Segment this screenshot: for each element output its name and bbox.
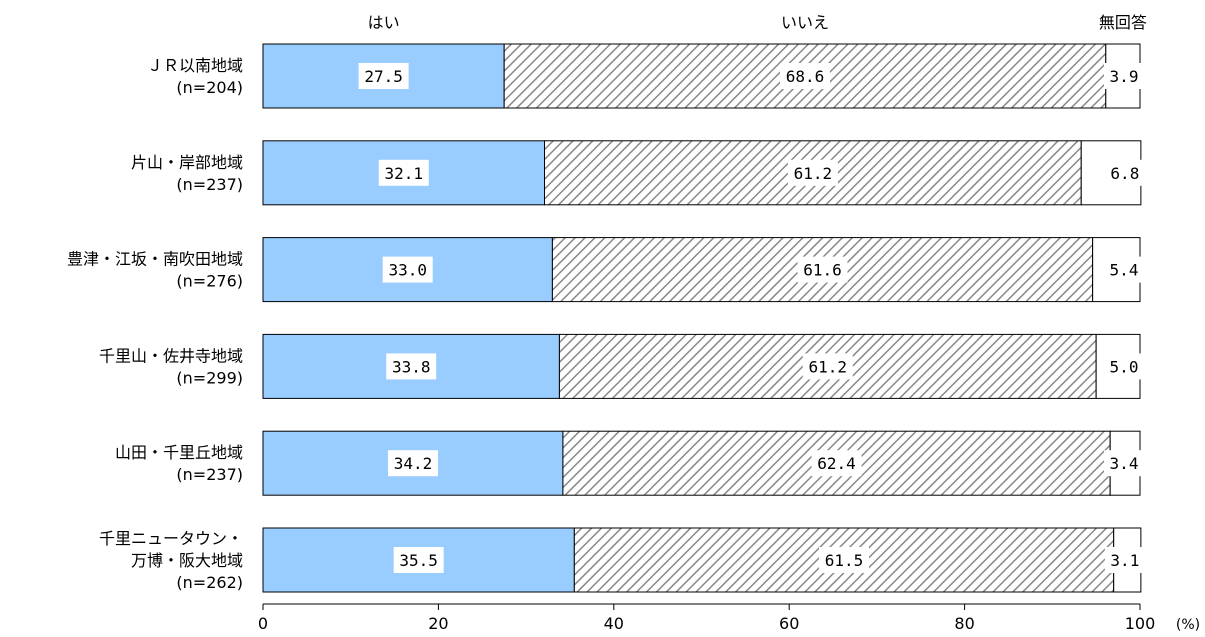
value-label-row4-series2: 61.2 xyxy=(809,357,848,376)
x-axis-unit: (%) xyxy=(1176,617,1200,633)
category-label-row3-line2: (n=276) xyxy=(176,272,243,291)
value-label-bg-row1-series2 xyxy=(779,63,830,89)
legend-label-2: いいえ xyxy=(781,13,829,32)
value-label-bg-row3-series3 xyxy=(1104,256,1144,283)
legend-label-3: 無回答 xyxy=(1099,13,1147,32)
value-label-bg-row2-series3 xyxy=(1104,159,1145,186)
category-label-row3-line1: 豊津・江坂・南吹田地域 xyxy=(67,250,243,269)
value-label-row4-series3: 5.0 xyxy=(1110,357,1139,376)
category-label-row5-line2: (n=237) xyxy=(176,465,243,484)
category-labels: ＪＲ以南地域 (n=204) 片山・岸部地域 (n=237) 豊津・江坂・南吹田地域 (n… xyxy=(67,56,243,592)
category-label-row5-line1: 山田・千里丘地域 xyxy=(115,443,243,462)
value-label-bg-row5-series2 xyxy=(811,450,862,477)
value-label-bg-row1-series1 xyxy=(358,63,409,89)
category-label-row4-line1: 千里山・佐井寺地域 xyxy=(99,346,243,365)
bars: 27.5 68.6 3.9 32.1 61.2 6.8 33.0 61.6 5.4 33.8 61.… xyxy=(262,43,1145,593)
value-label-bg-row6-series1 xyxy=(393,547,444,573)
value-label-row6-series2: 61.5 xyxy=(825,551,864,570)
value-label-row2-series2: 61.2 xyxy=(794,164,833,183)
value-label-bg-row3-series2 xyxy=(797,256,848,283)
x-tick-label-1: 20 xyxy=(428,614,448,633)
value-label-row3-series1: 33.0 xyxy=(388,261,427,280)
x-tick-label-2: 40 xyxy=(604,614,624,633)
value-label-row1-series3: 3.9 xyxy=(1110,67,1139,86)
category-label-row1-line2: (n=204) xyxy=(176,78,243,97)
bar-segment-row4-series1 xyxy=(262,333,560,399)
x-tick-label-5: 100 xyxy=(1125,614,1156,633)
legend: はい いいえ 無回答 xyxy=(368,13,1147,32)
value-label-row5-series1: 34.2 xyxy=(394,454,433,473)
value-label-row3-series2: 61.6 xyxy=(803,261,842,280)
value-label-row6-series3: 3.1 xyxy=(1110,551,1139,570)
category-label-row6-line2: 万博・阪大地域 xyxy=(131,551,243,570)
legend-label-1: はい xyxy=(368,13,400,32)
value-label-bg-row6-series3 xyxy=(1104,547,1145,573)
category-label-row2-line2: (n=237) xyxy=(176,175,243,194)
value-label-row2-series3: 6.8 xyxy=(1110,164,1139,183)
value-label-bg-row4-series2 xyxy=(802,353,853,380)
category-label-row1-line1: ＪＲ以南地域 xyxy=(147,56,243,75)
value-label-row2-series1: 32.1 xyxy=(384,164,423,183)
value-label-bg-row2-series1 xyxy=(378,159,429,186)
value-label-bg-row1-series3 xyxy=(1104,63,1144,89)
value-label-bg-row6-series2 xyxy=(819,547,870,573)
category-label-row2-line1: 片山・岸部地域 xyxy=(131,153,243,172)
value-label-row1-series1: 27.5 xyxy=(364,67,403,86)
value-label-row6-series1: 35.5 xyxy=(399,551,438,570)
category-label-row4-line2: (n=299) xyxy=(176,368,243,387)
value-label-row3-series3: 5.4 xyxy=(1110,261,1139,280)
value-label-row1-series2: 68.6 xyxy=(786,67,825,86)
value-label-bg-row4-series3 xyxy=(1104,353,1144,380)
value-label-bg-row3-series1 xyxy=(382,256,433,283)
x-axis: 0 20 40 60 80 100 (%) xyxy=(258,603,1200,633)
category-label-row6-line1: 千里ニュータウン・ xyxy=(99,529,243,548)
x-tick-label-0: 0 xyxy=(258,614,268,633)
value-label-bg-row2-series2 xyxy=(787,159,838,186)
category-label-row6-line3: (n=262) xyxy=(176,573,243,592)
x-tick-label-3: 60 xyxy=(779,614,799,633)
x-tick-label-4: 80 xyxy=(954,614,974,633)
value-label-bg-row4-series1 xyxy=(386,353,437,380)
value-label-row5-series3: 3.4 xyxy=(1110,454,1139,473)
value-label-row5-series2: 62.4 xyxy=(817,454,856,473)
value-label-bg-row5-series1 xyxy=(387,450,438,477)
value-label-bg-row5-series3 xyxy=(1104,450,1144,477)
value-label-row4-series1: 33.8 xyxy=(392,357,431,376)
